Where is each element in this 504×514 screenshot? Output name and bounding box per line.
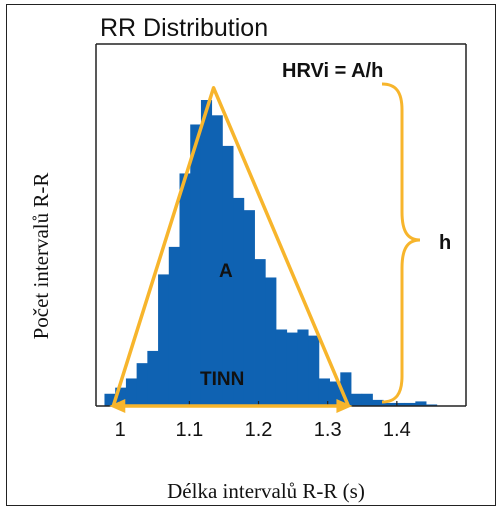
- histogram-bar-2: [125, 378, 138, 406]
- chart-title: RR Distribution: [100, 14, 268, 42]
- histogram-bar-13: [243, 210, 255, 406]
- histogram-bar-12: [233, 197, 245, 406]
- histogram-bar-3: [136, 363, 148, 406]
- tinn-arrowhead-left: [109, 399, 126, 413]
- histogram-bar-22: [340, 372, 352, 406]
- histogram-bar-21: [329, 381, 341, 406]
- histogram-bar-6: [168, 246, 180, 406]
- histogram-bar-18: [297, 329, 309, 406]
- histogram-bar-29: [415, 401, 427, 406]
- histogram-bar-5: [158, 274, 170, 406]
- histogram-bar-16: [275, 329, 288, 406]
- x-tick-label-4: 1.4: [383, 419, 411, 441]
- histogram-bar-24: [361, 393, 373, 406]
- histogram-bar-10: [211, 115, 223, 407]
- x-axis-label: Délka intervalů R-R (s): [167, 479, 365, 503]
- histogram-bars: [104, 100, 438, 407]
- histogram-bar-27: [393, 402, 406, 406]
- histogram-bar-7: [179, 173, 191, 406]
- histogram-bar-11: [222, 145, 234, 406]
- histogram-bar-28: [404, 402, 416, 406]
- histogram-bar-30: [426, 404, 438, 406]
- area-label: A: [219, 261, 233, 282]
- tinn-arrowhead-right: [336, 399, 353, 413]
- histogram-bar-9: [200, 100, 213, 406]
- histogram-bar-26: [383, 402, 395, 406]
- histogram-bar-14: [254, 259, 266, 406]
- x-tick-label-1: 1.1: [175, 419, 203, 441]
- height-label: h: [439, 232, 451, 254]
- x-tick-label-2: 1.2: [245, 419, 273, 441]
- tinn-label: TINN: [200, 369, 244, 390]
- histogram-bar-17: [286, 332, 298, 406]
- x-tick-label-3: 1.3: [314, 419, 342, 441]
- y-axis-label: Počet intervalů R-R: [29, 173, 53, 340]
- histogram-bar-20: [318, 378, 330, 406]
- hrvi-formula: HRVi = A/h: [282, 60, 383, 82]
- histogram-bar-19: [308, 335, 320, 406]
- tinn-triangle: [111, 86, 351, 407]
- histogram-bar-8: [190, 124, 202, 406]
- histogram-bar-23: [351, 393, 363, 406]
- histogram-bar-25: [372, 399, 384, 406]
- histogram-bar-0: [104, 393, 116, 406]
- histogram-bar-4: [147, 350, 159, 406]
- histogram-bar-15: [265, 277, 277, 406]
- x-tick-label-0: 1: [115, 419, 126, 441]
- height-brace: [381, 82, 421, 404]
- histogram-bar-1: [115, 387, 127, 406]
